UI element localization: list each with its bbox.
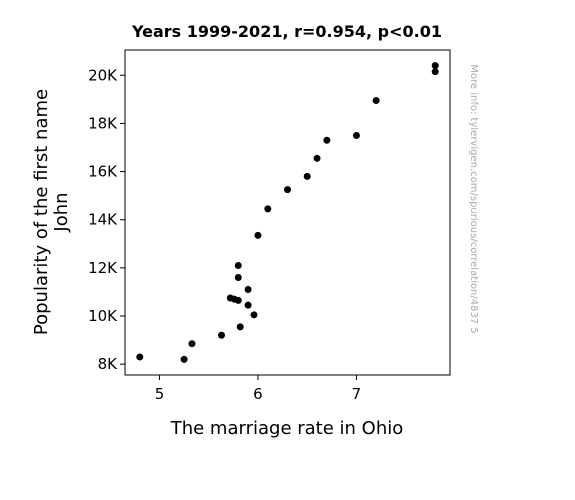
y-tick-label: 20K	[88, 66, 118, 84]
data-points	[136, 62, 439, 363]
x-tick-label: 6	[253, 385, 263, 403]
y-tick-label: 14K	[88, 211, 118, 229]
y-tick-label: 10K	[88, 307, 118, 325]
data-point	[323, 136, 331, 144]
x-tick-label: 5	[155, 385, 165, 403]
data-point	[234, 274, 242, 281]
data-point	[234, 296, 242, 304]
data-point	[180, 355, 188, 363]
x-axis-label: The marriage rate in Ohio	[170, 418, 404, 439]
y-tick-label: 16K	[88, 163, 118, 181]
data-point	[136, 353, 144, 361]
data-point	[284, 186, 291, 194]
y-axis: 8K 10K 12K 14K 16K 18K 20K	[88, 66, 125, 373]
data-point	[313, 154, 321, 162]
y-axis-label-line-2: John	[51, 192, 72, 232]
data-point	[303, 172, 311, 180]
watermark-text: More info: tylervigen.com/spurious/corre…	[468, 64, 479, 333]
data-point	[236, 323, 244, 331]
data-point	[254, 231, 262, 239]
x-tick-label: 7	[352, 385, 362, 403]
y-axis-label-line-1: Popularity of the first name	[31, 89, 52, 335]
data-point	[372, 97, 380, 105]
y-tick-label: 8K	[98, 355, 119, 373]
data-point	[244, 301, 252, 309]
y-tick-label: 18K	[88, 114, 118, 132]
data-point	[264, 205, 272, 213]
plot-area	[124, 49, 451, 376]
chart-title: Years 1999-2021, r=0.954, p<0.01	[131, 22, 442, 41]
data-point	[431, 68, 439, 76]
data-point	[234, 261, 242, 269]
data-point	[218, 331, 226, 339]
x-axis: 5 6 7	[155, 375, 362, 403]
data-point	[250, 311, 258, 319]
data-point	[352, 131, 360, 139]
data-point	[188, 340, 196, 348]
y-tick-label: 12K	[88, 259, 118, 277]
data-point	[431, 62, 439, 70]
data-point	[244, 286, 252, 294]
